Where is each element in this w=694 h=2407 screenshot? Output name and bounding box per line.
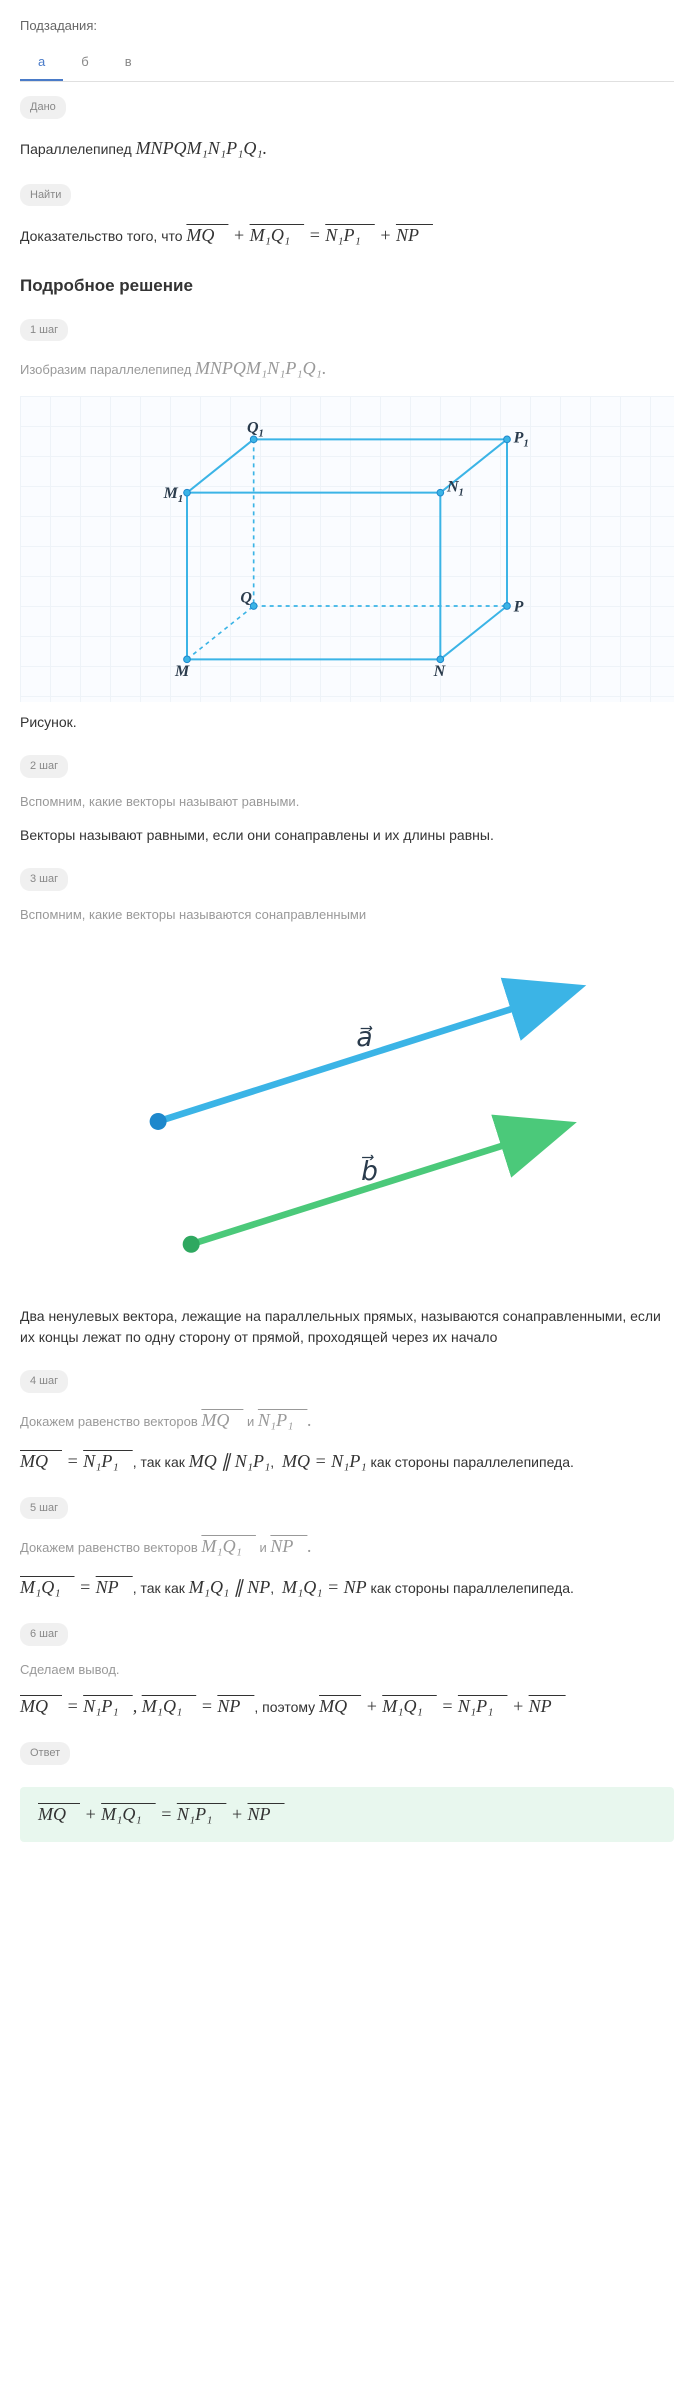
answer-pill: Ответ	[20, 1742, 70, 1765]
subtasks-label: Подзадания:	[20, 16, 674, 36]
step1-pill: 1 шаг	[20, 319, 68, 342]
given-pill: Дано	[20, 96, 66, 119]
step2-pill: 2 шаг	[20, 755, 68, 778]
step3-pill: 3 шаг	[20, 868, 68, 891]
solution-heading: Подробное решение	[20, 273, 674, 299]
given-text: Параллелепипед MNPQM₁N₁P₁Q₁.	[20, 135, 674, 162]
step2-muted: Вспомним, какие векторы называют равными…	[20, 792, 674, 812]
vertex-m1: M1	[163, 485, 184, 505]
tabs: а б в	[20, 44, 674, 83]
step1-muted-pre: Изобразим параллелепипед	[20, 362, 195, 377]
tab-v[interactable]: в	[107, 44, 150, 82]
vertex-q1: Q1	[247, 420, 264, 440]
vertex-p: P	[513, 598, 524, 615]
vertex-p1: P1	[513, 430, 529, 450]
step5-muted-pre: Докажем равенство векторов	[20, 1540, 201, 1555]
step5-v2: NP⃗	[270, 1536, 307, 1556]
find-pill: Найти	[20, 184, 71, 207]
vertex-n1: N1	[446, 478, 464, 498]
step5-pill: 5 шаг	[20, 1497, 68, 1520]
find-eq: MQ⃗ + M₁Q₁⃗ = N₁P₁⃗ + NP⃗	[186, 225, 433, 245]
step6-line: MQ⃗ = N₁P₁⃗, M₁Q₁⃗ = NP⃗, поэтому MQ⃗ + …	[20, 1693, 674, 1720]
step5-muted: Докажем равенство векторов M₁Q₁⃗ и NP⃗.	[20, 1533, 674, 1560]
vector-b-label: b⃗	[361, 1155, 378, 1186]
step4-muted-pre: Докажем равенство векторов	[20, 1414, 201, 1429]
find-intro: Доказательство того, что	[20, 228, 186, 244]
vertex-q: Q	[240, 590, 252, 607]
step6-pill: 6 шаг	[20, 1623, 68, 1646]
answer-box: MQ⃗ + M₁Q₁⃗ = N₁P₁⃗ + NP⃗	[20, 1787, 674, 1842]
step1-muted: Изобразим параллелепипед MNPQM₁N₁P₁Q₁.	[20, 355, 674, 382]
step4-v1: MQ⃗	[201, 1410, 243, 1430]
step5-and: и	[260, 1540, 271, 1555]
step6-muted: Сделаем вывод.	[20, 1660, 674, 1680]
step1-obj: MNPQM₁N₁P₁Q₁.	[195, 358, 327, 378]
vertex-m: M	[174, 663, 190, 680]
step4-v2: N₁P₁⃗	[258, 1410, 308, 1430]
vertex-n: N	[433, 663, 447, 680]
step4-pill: 4 шаг	[20, 1370, 68, 1393]
step2-text: Векторы называют равными, если они сонап…	[20, 825, 674, 846]
step4-line: MQ⃗ = N₁P₁⃗, так как MQ ∥ N₁P₁, MQ = N₁P…	[20, 1448, 674, 1475]
step4-muted: Докажем равенство векторов MQ⃗ и N₁P₁⃗.	[20, 1407, 674, 1434]
vector-a-label: a⃗	[356, 1022, 373, 1052]
codirectional-vectors-diagram: a⃗ b⃗	[20, 942, 674, 1288]
tab-a[interactable]: а	[20, 44, 63, 82]
step5-v1: M₁Q₁⃗	[201, 1536, 256, 1556]
given-object: MNPQM₁N₁P₁Q₁.	[136, 138, 268, 158]
answer-eq: MQ⃗ + M₁Q₁⃗ = N₁P₁⃗ + NP⃗	[38, 1804, 285, 1824]
step4-and: и	[247, 1414, 258, 1429]
parallelepiped-diagram: Q1 P1 M1 N1 Q P M N	[20, 396, 674, 702]
figure-caption: Рисунок.	[20, 712, 674, 733]
find-formula: Доказательство того, что MQ⃗ + M₁Q₁⃗ = N…	[20, 222, 674, 249]
step3-muted: Вспомним, какие векторы называются сонап…	[20, 905, 674, 925]
step5-line: M₁Q₁⃗ = NP⃗, так как M₁Q₁ ∥ NP, M₁Q₁ = N…	[20, 1574, 674, 1601]
given-text-pre: Параллелепипед	[20, 141, 136, 157]
codirectional-definition: Два ненулевых вектора, лежащие на паралл…	[20, 1306, 674, 1348]
tab-b[interactable]: б	[63, 44, 106, 82]
